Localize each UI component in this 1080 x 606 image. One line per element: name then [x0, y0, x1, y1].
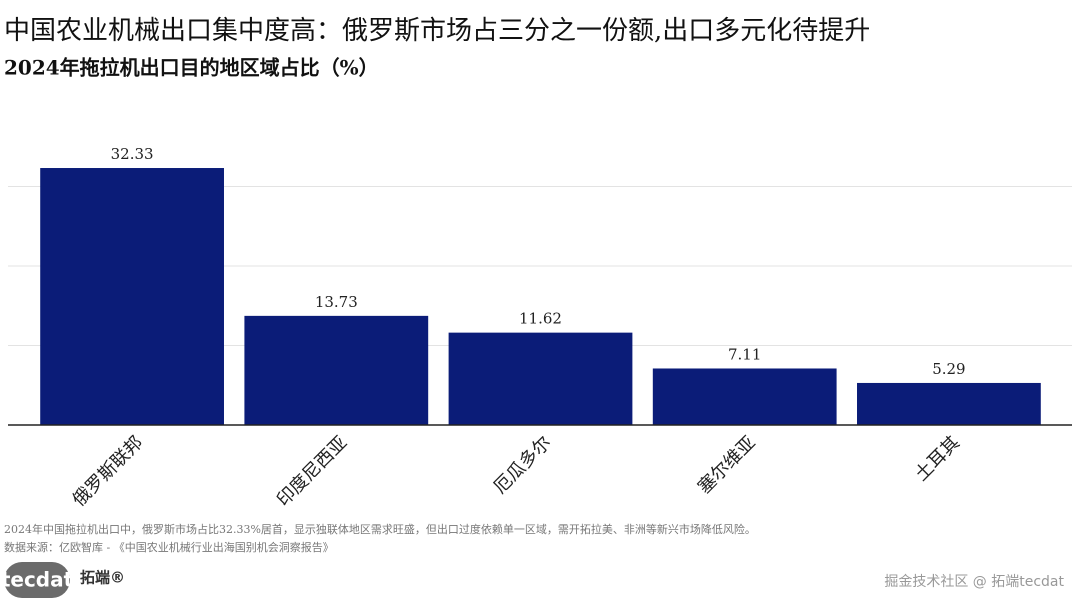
- value-label: 7.11: [728, 345, 761, 363]
- bar: [244, 315, 429, 425]
- value-label: 13.73: [315, 293, 358, 311]
- value-label: 32.33: [111, 145, 154, 163]
- bar: [40, 168, 224, 425]
- bar: [857, 382, 1041, 425]
- x-tick-label: 塞尔维亚: [694, 432, 760, 498]
- x-tick-label: 俄罗斯联邦: [69, 432, 147, 510]
- logo-text: tecdat: [1, 568, 74, 592]
- logo-badge: [4, 562, 70, 598]
- source: 数据来源：亿欧智库 - 《中国农业机械行业出海国别机会洞察报告》: [4, 540, 334, 554]
- x-tick-label: 厄瓜多尔: [490, 432, 556, 498]
- value-label: 11.62: [519, 310, 562, 328]
- caption: 2024年中国拖拉机出口中，俄罗斯市场占比32.33%居首，显示独联体地区需求旺…: [4, 522, 756, 536]
- brand-text: 拓端®: [80, 569, 125, 587]
- x-tick-label: 土耳其: [911, 432, 964, 485]
- bar: [652, 368, 837, 425]
- bar: [448, 332, 633, 425]
- chart-title: 中国农业机械出口集中度高：俄罗斯市场占三分之一份额,出口多元化待提升: [4, 16, 870, 46]
- value-label: 5.29: [932, 360, 965, 378]
- logo: tecdat 拓端®: [1, 562, 125, 598]
- x-tick-label: 印度尼西亚: [273, 432, 351, 510]
- chart-subtitle: 2024年拖拉机出口目的地区域占比（%）: [4, 56, 379, 80]
- watermark: 掘金技术社区 @ 拓端tecdat: [884, 574, 1064, 590]
